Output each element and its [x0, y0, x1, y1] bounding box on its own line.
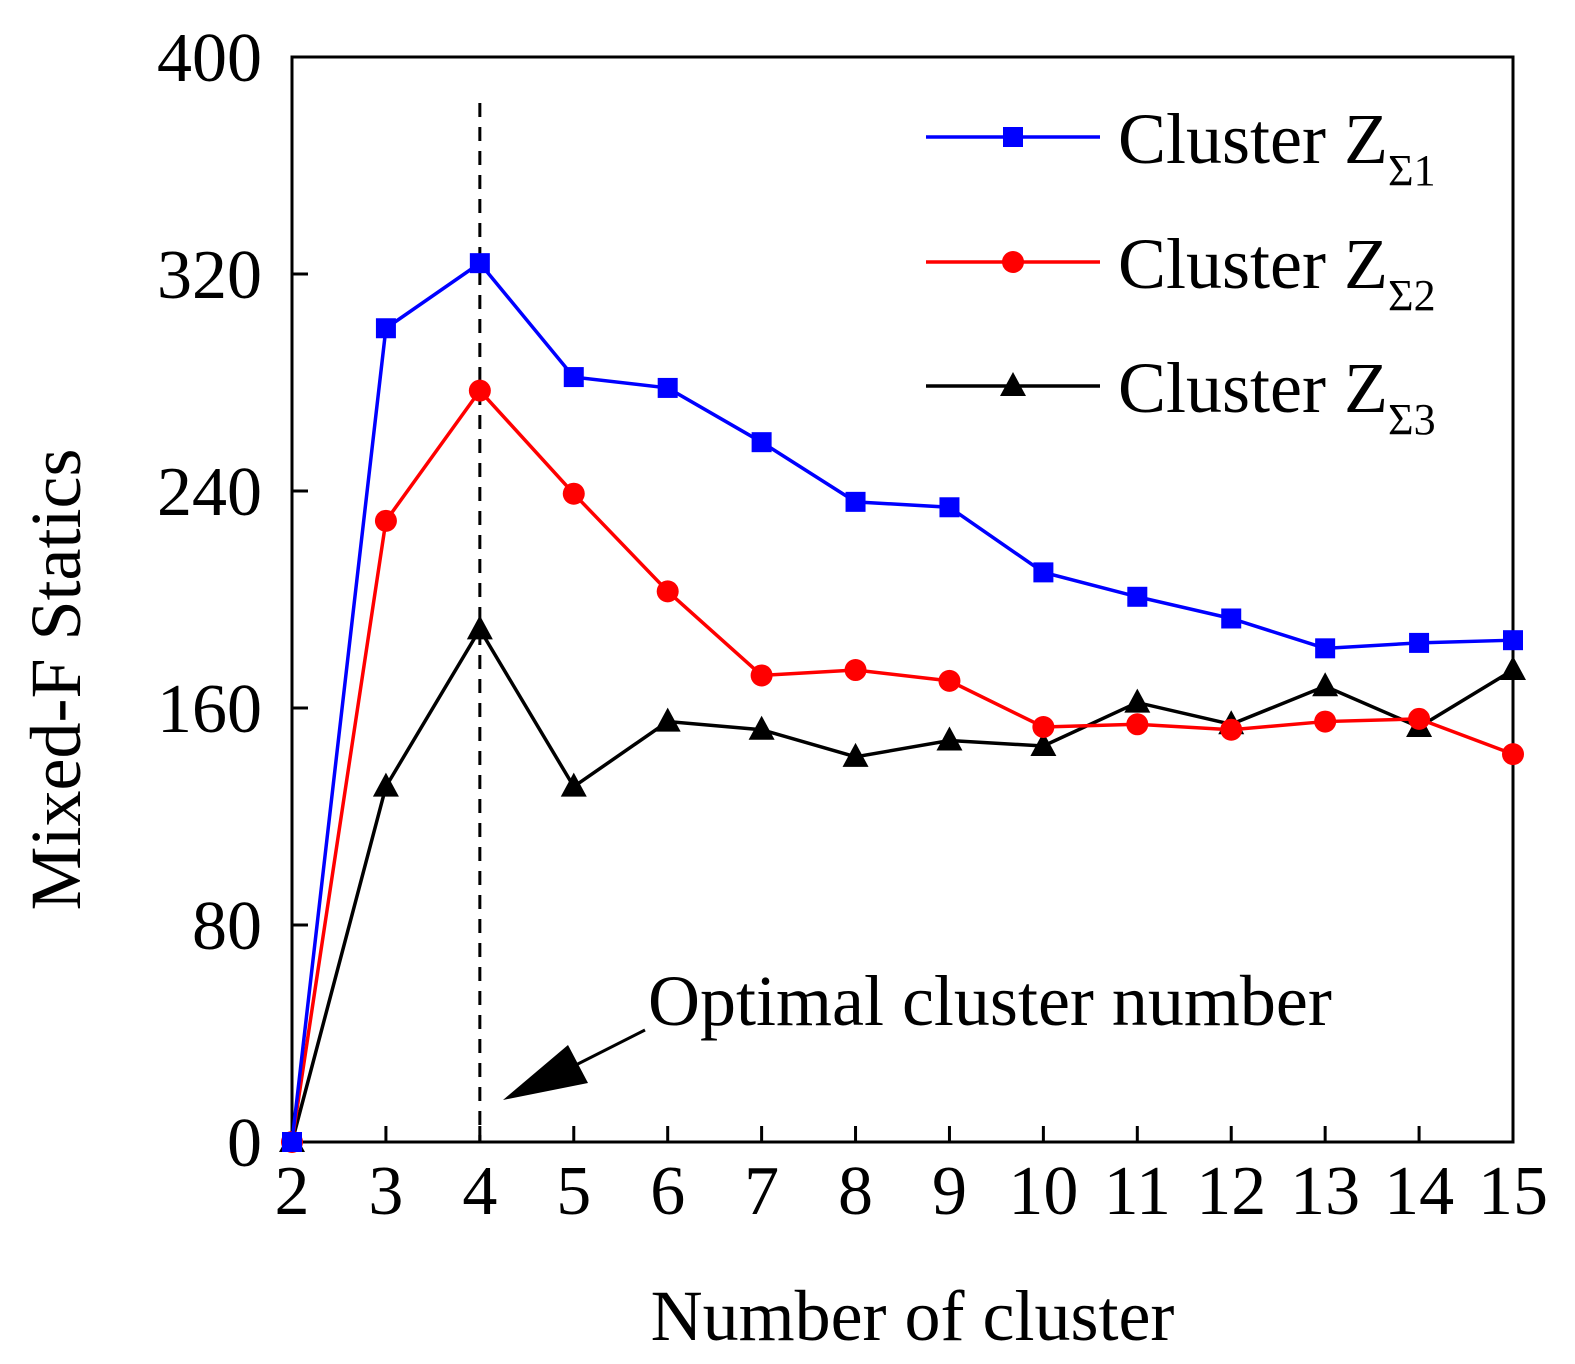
series-marker-triangle [372, 772, 399, 797]
series-marker-triangle [560, 772, 587, 797]
series-line [290, 387, 1514, 1143]
series-marker-triangle [748, 715, 775, 740]
series-marker-circle [938, 669, 961, 692]
legend-label: Cluster ZΣ3 [1118, 348, 1436, 444]
series-marker-square [939, 497, 960, 518]
series-marker-square [1221, 608, 1242, 629]
series-Σ1 [282, 253, 1523, 1152]
legend-label-subscript: Σ2 [1388, 271, 1436, 320]
series-marker-triangle [466, 615, 493, 640]
series-marker-circle [844, 659, 867, 682]
y-axis-title: Mixed-F Statics [16, 449, 96, 911]
y-tick-label: 400 [157, 20, 262, 97]
legend-label: Cluster ZΣ2 [1118, 224, 1436, 320]
x-tick-label: 2 [275, 1153, 310, 1230]
series-marker-square [751, 432, 772, 453]
series-marker-triangle [654, 707, 681, 732]
legend-label-main: Cluster Z [1118, 348, 1388, 428]
series-marker-circle [1220, 718, 1243, 741]
legend-label-subscript: Σ3 [1388, 395, 1436, 444]
x-tick-label: 9 [932, 1153, 967, 1230]
x-tick-label: 15 [1478, 1153, 1548, 1230]
x-tick-label: 7 [744, 1153, 779, 1230]
series-marker-square [657, 377, 678, 398]
series-Σ3 [279, 615, 1526, 1152]
x-tick-label: 14 [1384, 1153, 1454, 1230]
series-marker-square [1503, 630, 1523, 651]
x-tick-label: 4 [462, 1153, 497, 1230]
series-marker-square [1409, 632, 1430, 653]
series-marker-square [563, 367, 584, 388]
series-marker-triangle [1030, 731, 1057, 756]
series-marker-square [1003, 127, 1023, 147]
legend-label: Cluster ZΣ1 [1118, 99, 1436, 195]
x-tick-label: 8 [838, 1153, 873, 1230]
series-marker-triangle [1500, 656, 1526, 681]
x-tick-label: 3 [368, 1153, 403, 1230]
series-marker-square [1033, 562, 1054, 583]
y-tick-label: 0 [227, 1105, 262, 1182]
series-marker-circle [1408, 707, 1431, 730]
series-marker-square [845, 491, 866, 512]
series-Σ2 [281, 379, 1524, 1153]
x-tick-label: 13 [1290, 1153, 1360, 1230]
series-marker-triangle [1124, 688, 1151, 713]
legend-label-subscript: Σ1 [1388, 146, 1436, 195]
x-axis-title: Number of cluster [651, 1276, 1175, 1356]
series-marker-circle [1032, 715, 1055, 738]
y-tick-label: 240 [157, 454, 262, 531]
annotation-text: Optimal cluster number [648, 961, 1332, 1041]
annotation-group: Optimal cluster number [503, 961, 1332, 1100]
series-marker-circle [1502, 743, 1524, 766]
series-group [279, 253, 1526, 1153]
y-tick-label: 160 [157, 671, 262, 748]
series-marker-square [469, 253, 490, 274]
series-marker-circle [1126, 713, 1149, 736]
y-tick-label: 80 [192, 888, 262, 965]
annotation-arrow-head [503, 1045, 588, 1100]
y-tick-label: 320 [157, 237, 262, 314]
series-marker-circle [656, 580, 679, 603]
x-tick-label: 6 [650, 1153, 685, 1230]
series-line [290, 625, 1514, 1143]
series-marker-circle [562, 482, 585, 505]
x-tick-label: 5 [556, 1153, 591, 1230]
series-marker-circle [750, 664, 773, 687]
series-marker-triangle [1000, 372, 1026, 396]
series-marker-circle [1314, 710, 1337, 733]
series-marker-circle [374, 509, 397, 532]
series-marker-triangle [842, 742, 869, 767]
series-line [290, 260, 1514, 1143]
series-marker-circle [1002, 251, 1024, 273]
series-marker-circle [468, 379, 491, 402]
series-marker-triangle [936, 726, 963, 751]
x-tick-label: 12 [1196, 1153, 1266, 1230]
legend-label-main: Cluster Z [1118, 99, 1388, 179]
series-marker-triangle [1312, 672, 1339, 697]
series-marker-square [1315, 638, 1336, 659]
series-marker-square [375, 318, 396, 339]
series-marker-square [1127, 586, 1148, 607]
series-marker-square [282, 1132, 302, 1152]
axes-group: 0 80 160 240 320 400 2 3 4 5 6 7 8 9 10 11 12 13 14 15 Numbe… [16, 20, 1548, 1356]
x-tick-label: 10 [1008, 1153, 1078, 1230]
legend-label-main: Cluster Z [1118, 224, 1388, 304]
x-tick-label: 11 [1104, 1153, 1171, 1230]
plot-frame [290, 55, 1515, 1144]
